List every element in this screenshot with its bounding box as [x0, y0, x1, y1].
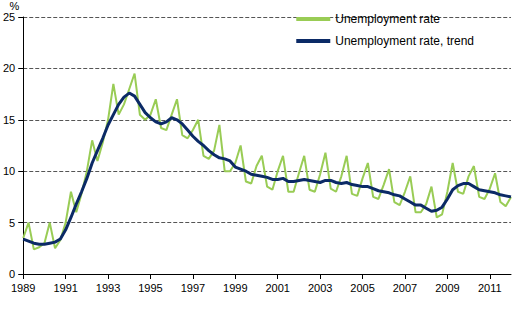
svg-text:5: 5 — [9, 217, 15, 229]
svg-text:2001: 2001 — [265, 282, 289, 294]
svg-text:2007: 2007 — [393, 282, 417, 294]
svg-text:25: 25 — [3, 11, 15, 23]
svg-text:1997: 1997 — [181, 282, 205, 294]
svg-text:2003: 2003 — [308, 282, 332, 294]
svg-text:1993: 1993 — [96, 282, 120, 294]
svg-text:1995: 1995 — [138, 282, 162, 294]
svg-text:Unemployment rate, trend: Unemployment rate, trend — [335, 34, 474, 48]
svg-text:15: 15 — [3, 114, 15, 126]
svg-text:%: % — [9, 0, 19, 12]
svg-text:1999: 1999 — [223, 282, 247, 294]
svg-text:2009: 2009 — [435, 282, 459, 294]
svg-text:2011: 2011 — [478, 282, 502, 294]
svg-text:0: 0 — [9, 268, 15, 280]
svg-text:1989: 1989 — [11, 282, 35, 294]
svg-text:2005: 2005 — [350, 282, 374, 294]
svg-text:1991: 1991 — [53, 282, 77, 294]
svg-text:Unemployment rate: Unemployment rate — [335, 12, 440, 26]
svg-text:20: 20 — [3, 62, 15, 74]
svg-text:10: 10 — [3, 165, 15, 177]
